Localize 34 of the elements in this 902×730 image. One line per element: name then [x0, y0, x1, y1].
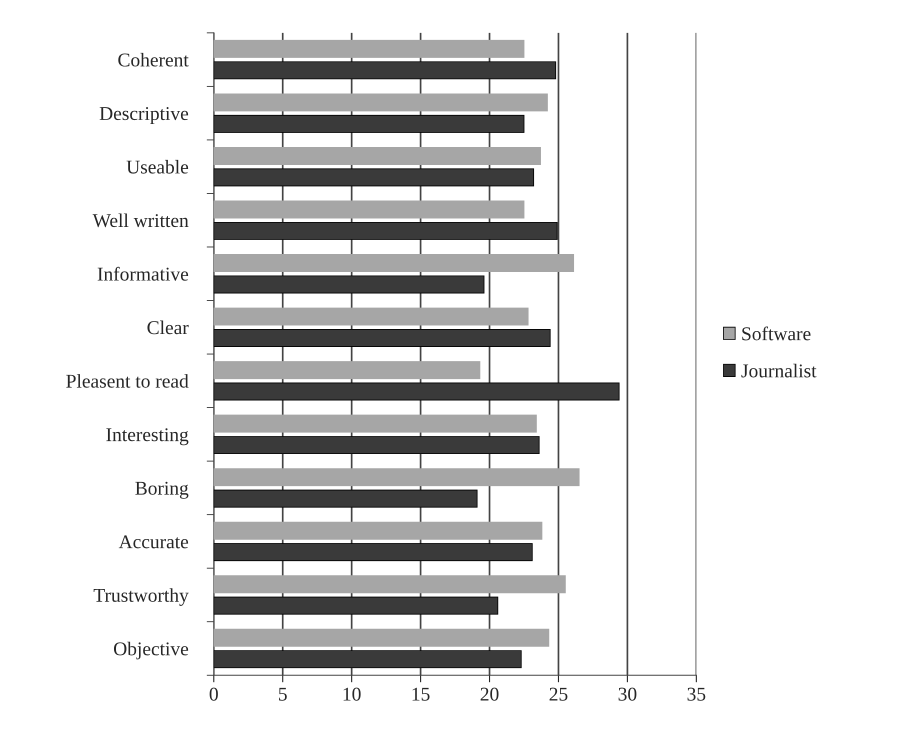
y-tick-label: Objective	[114, 642, 188, 660]
bar	[214, 308, 529, 326]
y-tick-label: Clear	[147, 320, 189, 334]
bar	[214, 361, 480, 380]
bar	[214, 146, 541, 165]
y-tick-label: Descriptive	[100, 107, 188, 124]
x-tick-label: 30	[618, 688, 636, 701]
x-tick-label: 20	[480, 688, 499, 701]
x-tick-label: 35	[688, 688, 706, 701]
y-tick-label: Well written	[92, 213, 188, 228]
bar	[214, 93, 548, 112]
y-tick-label: Coherent	[118, 52, 189, 67]
y-tick-label: Interesting	[106, 428, 188, 446]
y-tick-label: Accurate	[118, 535, 188, 548]
bar	[214, 254, 574, 272]
x-tick-label: 25	[550, 688, 568, 701]
legend-label: Journalist	[741, 364, 816, 378]
bar	[214, 575, 566, 594]
x-tick-label: 10	[344, 688, 361, 701]
bar	[214, 628, 550, 647]
x-tick-label: 5	[278, 688, 287, 701]
bar	[214, 200, 524, 218]
x-tick-label: 15	[412, 688, 430, 701]
y-tick-label: Pleasent to read	[66, 374, 189, 388]
y-tick-label: Useable	[126, 160, 188, 174]
bar	[214, 40, 524, 58]
bar	[214, 414, 537, 433]
legend-label: Software	[742, 326, 811, 340]
bar	[214, 522, 542, 540]
y-tick-label: Boring	[135, 482, 188, 499]
y-tick-label: Informative	[98, 266, 188, 281]
y-tick-label: Trustworthy	[94, 588, 189, 606]
x-tick-label: 0	[210, 688, 218, 701]
bar	[214, 468, 580, 486]
